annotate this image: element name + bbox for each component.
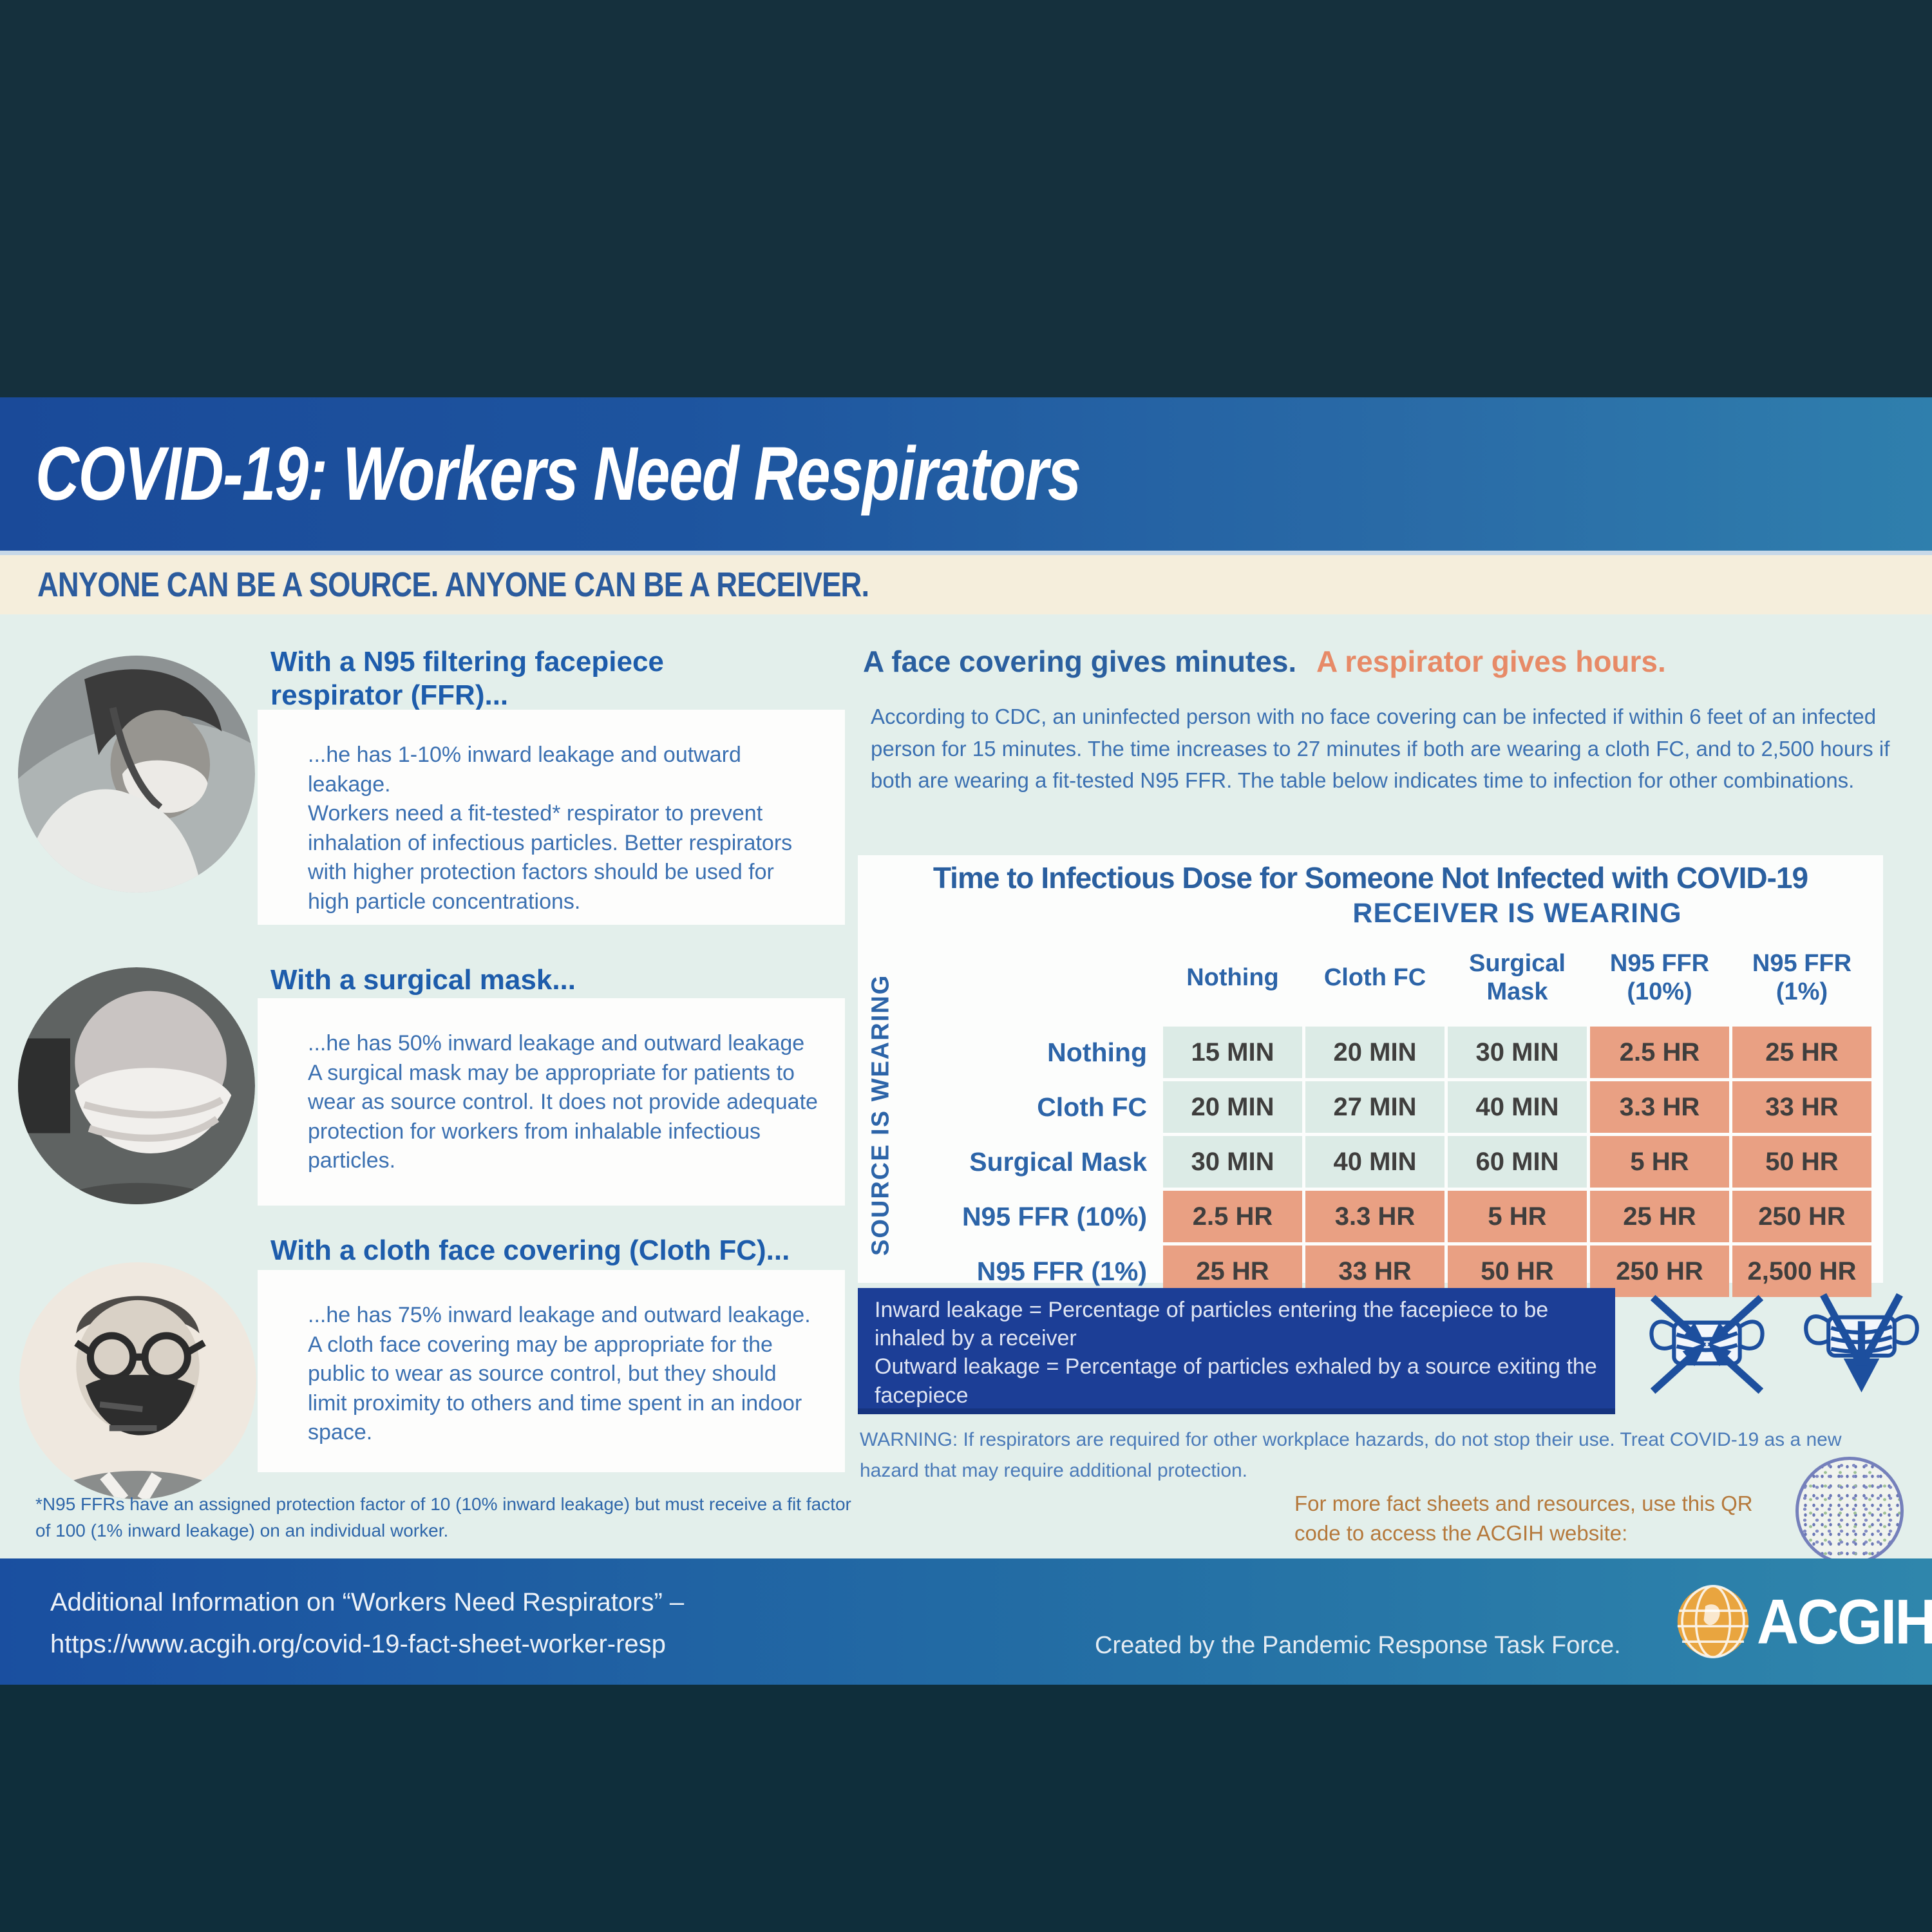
tagline-bar: ANYONE CAN BE A SOURCE. ANYONE CAN BE A … [0, 555, 1932, 614]
block-body-cloth-line2: A cloth face covering may be appropriate… [308, 1332, 802, 1445]
footer-band [0, 1558, 1932, 1685]
table-cell: 5 HR [1590, 1136, 1729, 1188]
qr-note-text: For more fact sheets and resources, use … [1294, 1492, 1753, 1546]
table-grid: SOURCE IS WEARING Nothing Cloth FC Surgi… [860, 933, 1880, 1297]
surgical-mask-photo-illustration [18, 967, 255, 1204]
row-label-n95-1: N95 FFR (1%) [976, 1256, 1147, 1286]
block-body-cloth-line1: ...he has 75% inward leakage and outward… [308, 1303, 811, 1327]
page-title: COVID-19: Workers Need Respirators [35, 431, 1081, 516]
table-cell: 2.5 HR [1590, 1027, 1729, 1078]
table-cell: 30 MIN [1448, 1027, 1587, 1078]
block-body-cloth: ...he has 75% inward leakage and outward… [258, 1270, 845, 1472]
row-label-nothing: Nothing [1047, 1037, 1147, 1067]
block-heading-n95: With a N95 filtering facepiece respirato… [270, 646, 664, 711]
block-body-n95-line1: ...he has 1-10% inward leakage and outwa… [308, 743, 741, 797]
table-cell: 250 HR [1732, 1191, 1871, 1242]
table-cell: 50 HR [1732, 1136, 1871, 1188]
top-navy-band [0, 0, 1932, 397]
table-cell: 2,500 HR [1732, 1245, 1871, 1297]
receiver-axis-label: RECEIVER IS WEARING [1352, 898, 1682, 929]
leakage-legend-box: Inward leakage = Percentage of particles… [858, 1288, 1615, 1414]
row-label-cloth-fc: Cloth FC [1037, 1092, 1147, 1122]
table-cell: 20 MIN [1163, 1081, 1302, 1133]
footer-credit: Created by the Pandemic Response Task Fo… [1095, 1632, 1621, 1659]
photo-cloth-face-covering [19, 1262, 256, 1499]
table-cell: 30 MIN [1163, 1136, 1302, 1188]
outward-leakage-definition: Outward leakage = Percentage of particle… [875, 1354, 1597, 1408]
table-corner-spacer [905, 933, 1160, 1023]
col-header-cloth-fc: Cloth FC [1323, 964, 1426, 992]
table-cell: 27 MIN [1305, 1081, 1444, 1133]
table-cell: 3.3 HR [1305, 1191, 1444, 1242]
block-heading-surgical: With a surgical mask... [270, 964, 576, 996]
mask-inward-leakage-blocked-icon [1649, 1294, 1765, 1394]
cloth-covering-photo-illustration [19, 1262, 256, 1499]
table-cell: 25 HR [1732, 1027, 1871, 1078]
col-header-surgical-mask: Surgical Mask [1469, 950, 1566, 1005]
table-cell: 2.5 HR [1163, 1191, 1302, 1242]
col-header-n95-1: N95 FFR (1%) [1752, 950, 1852, 1005]
table-cell: 3.3 HR [1590, 1081, 1729, 1133]
footer-info-line1: Additional Information on “Workers Need … [50, 1588, 685, 1616]
title-banner: COVID-19: Workers Need Respirators [0, 397, 1932, 555]
warning-text: WARNING: If respirators are required for… [860, 1429, 1842, 1481]
footer-url-link[interactable]: https://www.acgih.org/covid-19-fact-shee… [50, 1629, 666, 1658]
table-cell: 33 HR [1732, 1081, 1871, 1133]
right-headline: A face covering gives minutes. A respira… [863, 644, 1906, 679]
table-cell: 60 MIN [1448, 1136, 1587, 1188]
col-header-n95-10: N95 FFR (10%) [1609, 950, 1710, 1005]
cdc-intro-paragraph: According to CDC, an uninfected person w… [871, 705, 1890, 792]
headline-face-covering: A face covering gives minutes. [863, 645, 1297, 678]
photo-n95-respirator [18, 656, 255, 893]
row-label-n95-10: N95 FFR (10%) [961, 1201, 1147, 1231]
mask-outward-leakage-icon [1804, 1293, 1919, 1393]
table-cell: 40 MIN [1305, 1136, 1444, 1188]
infection-time-table: Time to Infectious Dose for Someone Not … [858, 855, 1883, 1297]
n95-footnote: *N95 FFRs have an assigned protection fa… [35, 1494, 851, 1540]
block-body-surgical-line1: ...he has 50% inward leakage and outward… [308, 1031, 805, 1056]
table-cell: 40 MIN [1448, 1081, 1587, 1133]
bottom-navy-band [0, 1685, 1932, 1932]
block-body-surgical: ...he has 50% inward leakage and outward… [258, 998, 845, 1206]
inward-leakage-definition: Inward leakage = Percentage of particles… [875, 1298, 1549, 1351]
row-label-surgical-mask: Surgical Mask [969, 1146, 1147, 1177]
acgih-globe-icon [1677, 1585, 1749, 1658]
block-body-n95: ...he has 1-10% inward leakage and outwa… [258, 710, 845, 925]
n95-worker-photo-illustration [18, 656, 255, 893]
footer-info: Additional Information on “Workers Need … [50, 1582, 684, 1665]
headline-respirator: A respirator gives hours. [1316, 645, 1666, 678]
block-body-n95-line2: Workers need a fit-tested* respirator to… [308, 801, 793, 914]
acgih-logo-text: ACGIH® [1757, 1586, 1932, 1657]
block-body-surgical-line2: A surgical mask may be appropriate for p… [308, 1060, 818, 1173]
block-heading-cloth: With a cloth face covering (Cloth FC)... [270, 1235, 790, 1266]
table-cell: 15 MIN [1163, 1027, 1302, 1078]
table-title: Time to Infectious Dose for Someone Not … [933, 861, 1808, 895]
table-cell: 25 HR [1590, 1191, 1729, 1242]
table-cell: 5 HR [1448, 1191, 1587, 1242]
tagline-text: ANYONE CAN BE A SOURCE. ANYONE CAN BE A … [37, 565, 869, 604]
col-header-nothing: Nothing [1186, 964, 1279, 992]
source-axis-label: SOURCE IS WEARING [867, 974, 895, 1256]
photo-surgical-mask [18, 967, 255, 1204]
acgih-logo: ACGIH® [1674, 1583, 1932, 1660]
table-cell: 20 MIN [1305, 1027, 1444, 1078]
qr-code [1795, 1457, 1904, 1565]
